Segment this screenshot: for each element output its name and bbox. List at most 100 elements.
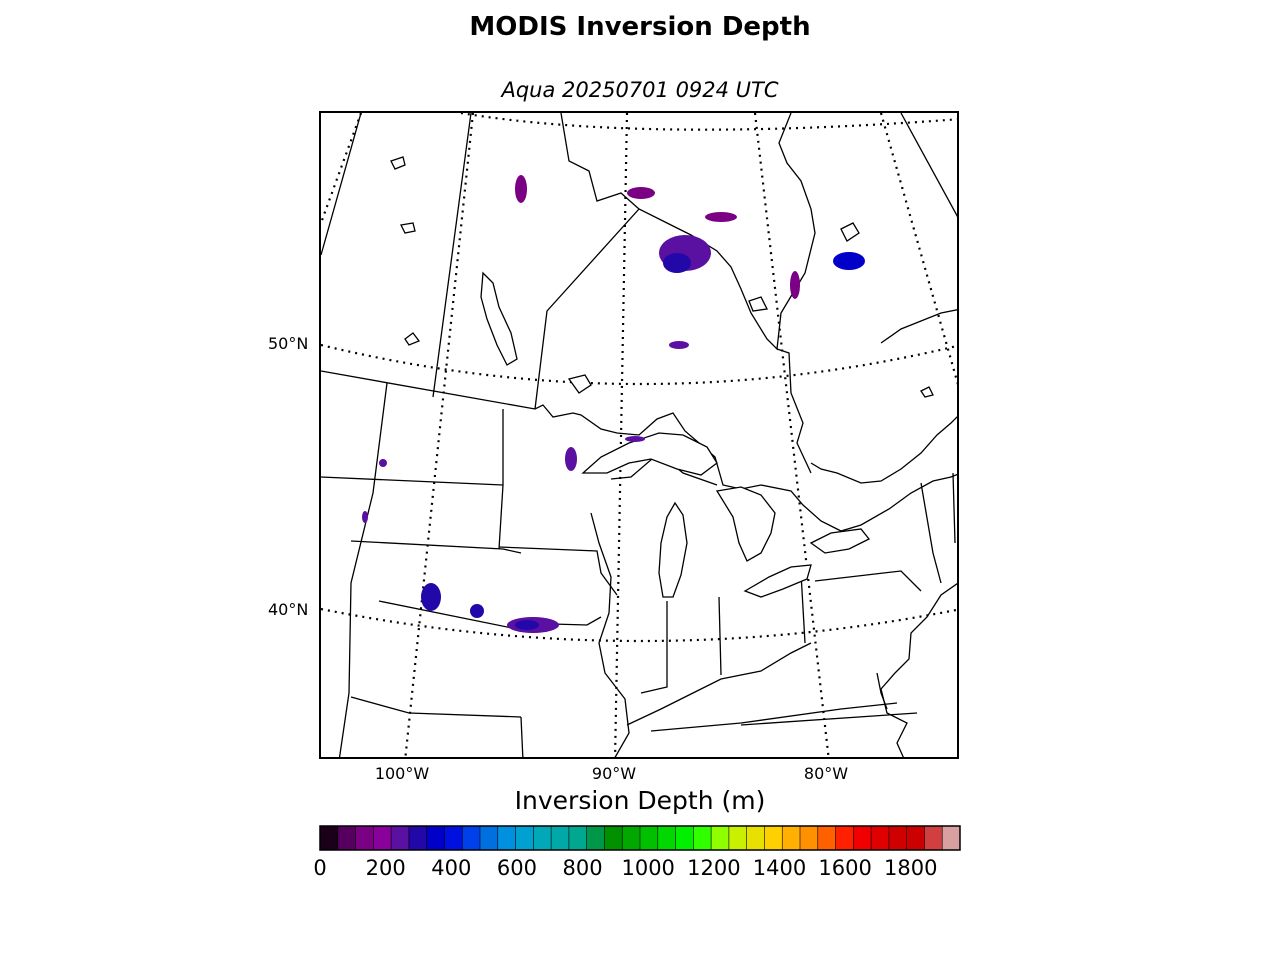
colorbar-segment bbox=[888, 826, 908, 850]
data-patch-sd bbox=[362, 511, 368, 523]
colorbar-segment bbox=[622, 826, 641, 850]
meridian-110w bbox=[321, 113, 363, 224]
colorbar-tick-label: 1600 bbox=[818, 856, 872, 880]
colorbar-segment bbox=[497, 826, 517, 850]
data-patch-ontario-n bbox=[790, 271, 800, 299]
state-line-nd-mn bbox=[498, 409, 504, 550]
colorbar-segment bbox=[835, 826, 854, 850]
lake-ontario bbox=[809, 528, 871, 554]
state-line-mn-ia bbox=[498, 546, 618, 596]
lon-label-80w: 80°W bbox=[803, 764, 849, 783]
colorbar-segment bbox=[337, 826, 357, 850]
colorbar-segment bbox=[426, 826, 445, 850]
canada-us-border bbox=[321, 370, 957, 532]
colorbar-segment bbox=[551, 826, 570, 850]
data-patch-james-bay-e bbox=[833, 252, 865, 270]
data-patch-dakota bbox=[379, 459, 387, 467]
colorbar bbox=[319, 825, 961, 851]
mississippi-river bbox=[590, 512, 630, 757]
small-lake-5 bbox=[920, 386, 934, 398]
colorbar-tick-label: 1000 bbox=[621, 856, 675, 880]
small-lake-4 bbox=[748, 296, 768, 312]
province-line-sk-mb bbox=[432, 113, 472, 398]
graticule bbox=[321, 113, 957, 757]
province-line-mb-on bbox=[534, 208, 640, 410]
state-line-qc-me bbox=[952, 472, 956, 544]
colorbar-segment bbox=[586, 826, 605, 850]
data-patch-kansas-core bbox=[515, 620, 539, 630]
chesapeake bbox=[876, 672, 888, 710]
lake-winnipeg bbox=[480, 271, 518, 366]
hudson-bay-coast bbox=[560, 113, 816, 351]
colorbar-segment bbox=[640, 826, 659, 850]
colorbar-segment bbox=[320, 826, 339, 850]
colorbar-tick-label: 1400 bbox=[752, 856, 807, 880]
colorbar-tick-label: 1200 bbox=[687, 856, 741, 880]
colorbar-segment bbox=[408, 826, 428, 850]
colorbar-segment bbox=[746, 826, 765, 850]
state-line-in-oh bbox=[718, 596, 722, 676]
colorbar-segment bbox=[444, 826, 463, 850]
colorbar-tick-label: 200 bbox=[365, 856, 406, 880]
state-line-pa-ny bbox=[814, 570, 922, 592]
data-patch-minnesota bbox=[565, 447, 577, 471]
state-line-ny-vt bbox=[920, 482, 942, 584]
map-subtitle: Aqua 20250701 0924 UTC bbox=[501, 78, 779, 102]
colorbar-segment bbox=[764, 826, 783, 850]
data-patch-manitoba bbox=[515, 175, 527, 203]
state-line-ks-ok bbox=[350, 696, 522, 718]
map-svg bbox=[321, 113, 957, 757]
map-panel bbox=[319, 111, 959, 759]
colorbar-tick-label: 400 bbox=[431, 856, 472, 880]
colorbar-segment bbox=[657, 826, 677, 850]
colorbar-segment bbox=[355, 826, 374, 850]
lake-erie bbox=[743, 564, 812, 598]
small-lake-3 bbox=[400, 222, 416, 234]
state-line-ky-tn bbox=[650, 702, 898, 732]
lake-nipigon bbox=[567, 374, 592, 394]
colorbar-segment bbox=[515, 826, 534, 850]
data-patch-hudson-core bbox=[663, 253, 691, 273]
colorbar-segment bbox=[693, 826, 712, 850]
colorbar-segment bbox=[568, 826, 588, 850]
small-lake-2 bbox=[390, 156, 406, 170]
colorbar-segment bbox=[711, 826, 730, 850]
lake-mistassini bbox=[840, 222, 860, 242]
lat-label-40n: 40°N bbox=[268, 600, 309, 619]
colorbar-tick-label: 600 bbox=[496, 856, 537, 880]
state-line-il-in bbox=[640, 601, 668, 694]
parallel-40n bbox=[321, 607, 957, 643]
state-line-oh-pa bbox=[800, 572, 806, 644]
parallel-50n bbox=[321, 343, 957, 386]
colorbar-segment bbox=[800, 826, 819, 850]
colorbar-segment bbox=[924, 826, 943, 850]
colorbar-segment bbox=[782, 826, 801, 850]
data-patch-nebraska bbox=[421, 583, 441, 611]
ohio-river bbox=[626, 642, 812, 726]
state-line-mo-ar bbox=[520, 716, 524, 757]
map-title: MODIS Inversion Depth bbox=[469, 12, 811, 42]
colorbar-segment bbox=[871, 826, 890, 850]
state-line-sd-ne bbox=[350, 540, 522, 554]
colorbar-segment bbox=[853, 826, 872, 850]
east-coast bbox=[880, 583, 957, 757]
colorbar-segment bbox=[728, 826, 748, 850]
data-patch-superior bbox=[625, 436, 645, 442]
colorbar-segment bbox=[675, 826, 694, 850]
lake-huron bbox=[715, 486, 776, 562]
great-lakes bbox=[390, 156, 934, 598]
state-line-mt-nd bbox=[338, 382, 388, 757]
quebec-coast-north bbox=[880, 309, 957, 344]
colorbar-segment bbox=[480, 826, 499, 850]
lake-superior bbox=[581, 432, 718, 476]
colorbar-tick-label: 0 bbox=[313, 856, 327, 880]
lat-label-50n: 50°N bbox=[268, 334, 309, 353]
data-patch-mid-ontario bbox=[669, 341, 689, 349]
lon-label-100w: 100°W bbox=[374, 764, 430, 783]
colorbar-tick-label: 1800 bbox=[884, 856, 938, 880]
lon-label-90w: 90°W bbox=[591, 764, 637, 783]
colorbar-segment bbox=[391, 826, 410, 850]
colorbar-segment bbox=[942, 826, 961, 850]
st-lawrence bbox=[810, 416, 957, 484]
labrador-line bbox=[900, 113, 957, 218]
